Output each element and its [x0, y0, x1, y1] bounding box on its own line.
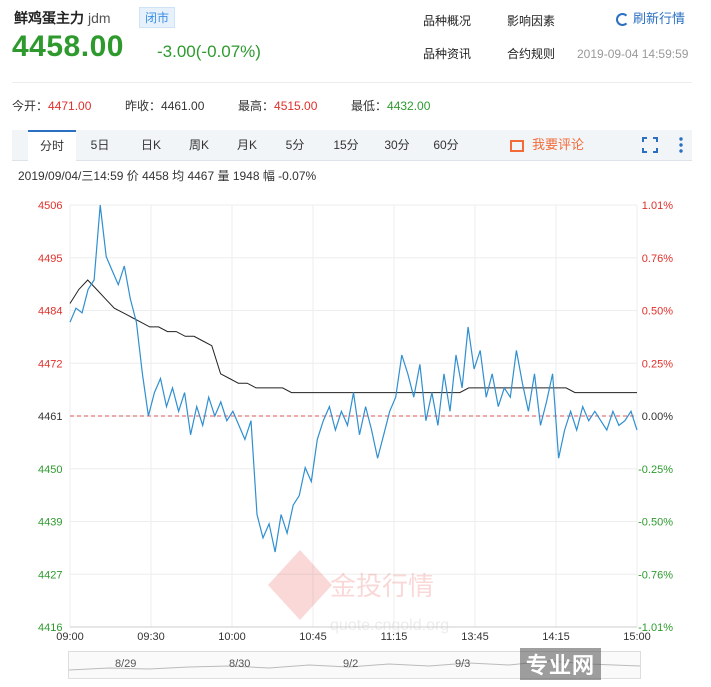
cursor-info-line: 2019/09/04/三14:59 价 4458 均 4467 量 1948 幅… — [18, 169, 317, 183]
y-tick-right: -0.50% — [638, 517, 673, 529]
quote-header: 鲜鸡蛋主力 jdm 闭市 4458.00 -3.00(-0.07%) 品种概况 影… — [0, 0, 711, 84]
navigator-date-4: 9/3 — [455, 658, 471, 670]
tab-5day[interactable]: 5日 — [90, 138, 110, 152]
y-tick-left: 4461 — [38, 411, 62, 423]
y-tick-right: -0.25% — [638, 464, 673, 476]
tab-5min[interactable]: 5分 — [285, 138, 305, 152]
x-tick: 13:45 — [461, 631, 489, 643]
y-tick-left: 4450 — [38, 464, 62, 476]
refresh-icon — [616, 13, 629, 26]
watermark-logo-icon — [268, 550, 332, 620]
x-tick: 09:00 — [56, 631, 84, 643]
more-options-icon[interactable] — [679, 136, 683, 154]
tab-weekly-k[interactable]: 周K — [188, 138, 209, 152]
y-axis-left: 4506 4495 4484 4472 4461 4450 4439 4427 4416 — [38, 200, 62, 634]
stat-low: 最低：4432.00 — [351, 99, 431, 113]
refresh-button[interactable]: 刷新行情 — [616, 8, 685, 27]
tab-intraday[interactable]: 分时 — [28, 130, 76, 161]
y-axis-right: 1.01% 0.76% 0.50% 0.25% 0.00% -0.25% -0.50% -0.… — [638, 200, 673, 634]
tab-30min[interactable]: 30分 — [384, 138, 410, 152]
price-change: -3.00(-0.07%) — [157, 42, 261, 61]
market-status-badge: 闭市 — [139, 7, 176, 28]
x-tick: 11:15 — [381, 631, 408, 643]
link-influencing-factors[interactable]: 影响因素 — [507, 14, 556, 28]
y-tick-right: 0.50% — [642, 306, 673, 318]
y-tick-right: 0.76% — [642, 253, 673, 265]
link-contract-rules[interactable]: 合约规则 — [507, 47, 556, 61]
tab-60min[interactable]: 60分 — [433, 138, 459, 152]
y-tick-left: 4439 — [38, 517, 62, 529]
refresh-label: 刷新行情 — [633, 11, 686, 26]
navigator-date-3: 9/2 — [343, 658, 359, 670]
header-divider — [12, 82, 692, 83]
y-tick-right: -1.01% — [638, 622, 673, 634]
y-tick-left: 4495 — [38, 253, 62, 265]
tab-15min[interactable]: 15分 — [333, 138, 359, 152]
y-tick-right: 0.00% — [642, 411, 673, 423]
stat-prev-close: 昨收：4461.00 — [125, 99, 205, 113]
y-tick-left: 4506 — [38, 200, 62, 212]
stat-open: 今开：4471.00 — [12, 99, 92, 113]
tab-monthly-k[interactable]: 月K — [236, 138, 257, 152]
instrument-symbol: jdm — [88, 10, 111, 26]
instrument-name: 鲜鸡蛋主力 — [14, 10, 84, 26]
quote-timestamp: 2019-09-04 14:59:59 — [577, 47, 689, 61]
y-tick-left: 4472 — [38, 358, 62, 370]
stat-high: 最高：4515.00 — [238, 99, 318, 113]
x-tick: 14:15 — [542, 631, 570, 643]
period-tab-bar: 分时 5日 日K 周K 月K 5分 15分 30分 60分 我要评论 — [12, 130, 692, 161]
edit-icon — [510, 140, 524, 152]
x-tick: 09:30 — [137, 631, 165, 643]
price-line — [69, 204, 638, 553]
y-tick-right: 1.01% — [642, 200, 673, 212]
y-tick-left: 4427 — [38, 569, 62, 581]
corner-watermark: 专业网 — [520, 648, 602, 680]
tab-daily-k[interactable]: 日K — [140, 138, 161, 152]
instrument-title: 鲜鸡蛋主力 jdm — [14, 8, 111, 28]
y-tick-right: 0.25% — [642, 358, 673, 370]
link-product-news[interactable]: 品种资讯 — [423, 47, 472, 61]
x-axis: 09:00 09:30 10:00 10:45 11:15 13:45 14:15 15:00 — [56, 626, 651, 643]
comment-label: 我要评论 — [532, 137, 585, 152]
watermark-url: quote.cngold.org — [330, 617, 449, 634]
y-tick-left: 4416 — [38, 622, 62, 634]
y-tick-left: 4484 — [38, 306, 62, 318]
intraday-chart[interactable]: 金投行情 quote.cngold.org 4506 4495 4484 4472 44… — [0, 190, 711, 650]
fullscreen-icon[interactable] — [642, 137, 658, 153]
navigator-date-1: 8/29 — [115, 658, 137, 670]
y-tick-right: -0.76% — [638, 569, 673, 581]
navigator-date-2: 8/30 — [229, 658, 251, 670]
last-price: 4458.00 — [12, 30, 124, 63]
chart-watermark: 金投行情 quote.cngold.org — [268, 550, 449, 634]
comment-button[interactable]: 我要评论 — [510, 130, 584, 160]
x-tick: 10:45 — [299, 631, 327, 643]
x-tick: 10:00 — [218, 631, 246, 643]
watermark-text: 金投行情 — [330, 572, 434, 602]
x-tick: 15:00 — [623, 631, 651, 643]
link-product-overview[interactable]: 品种概况 — [423, 14, 472, 28]
